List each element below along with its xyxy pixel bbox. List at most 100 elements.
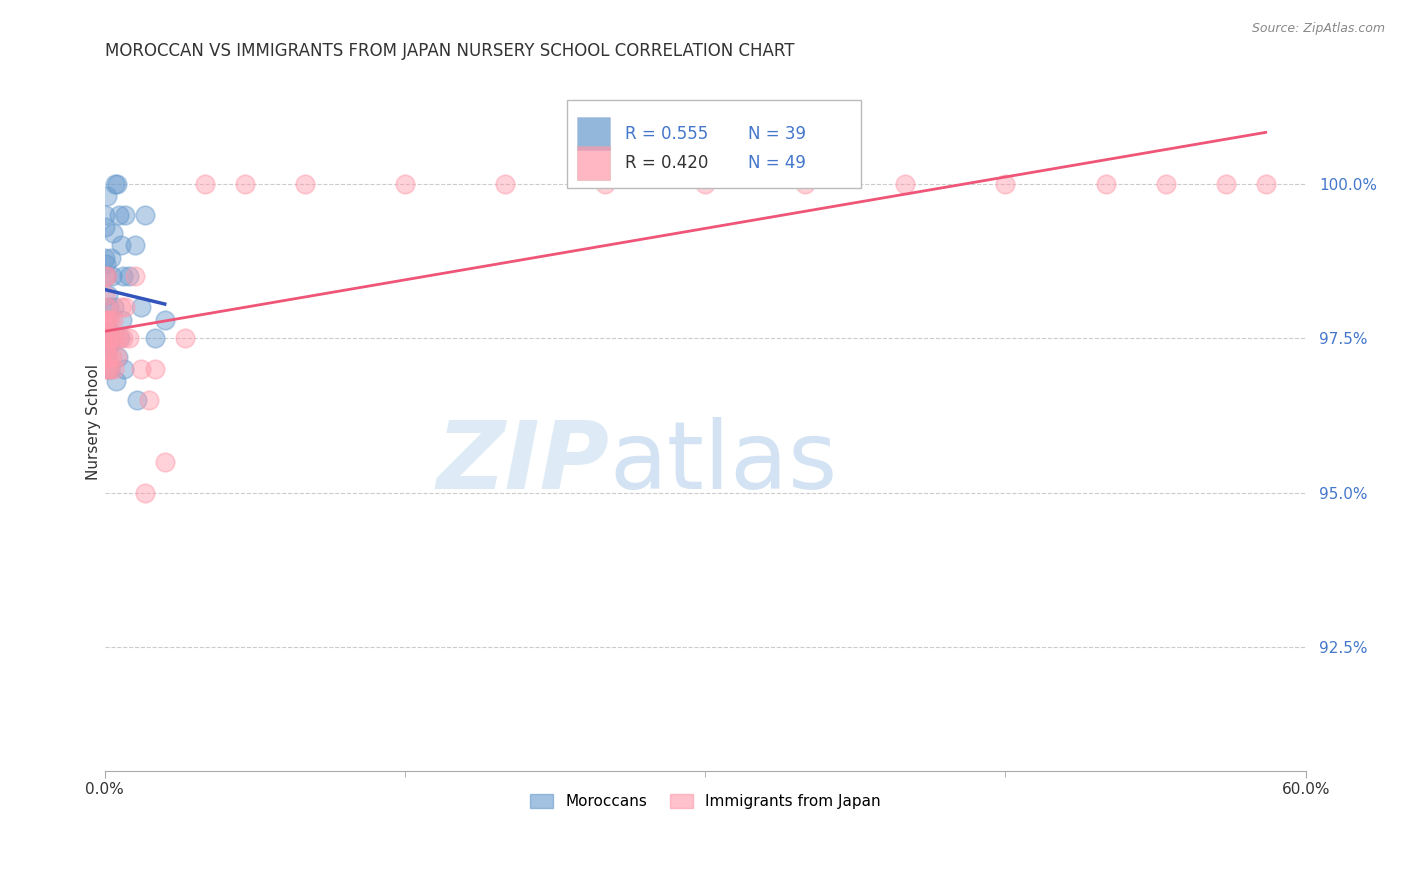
Point xyxy=(1254,177,1277,191)
Point xyxy=(1154,177,1177,191)
Point xyxy=(100,331,122,345)
Point xyxy=(294,177,316,191)
Point xyxy=(111,312,134,326)
Point xyxy=(98,325,121,339)
Point xyxy=(94,269,117,284)
Point xyxy=(96,350,118,364)
Point xyxy=(134,208,156,222)
Text: ZIP: ZIP xyxy=(436,417,609,509)
Point xyxy=(94,257,117,271)
Point xyxy=(108,331,131,345)
Point xyxy=(96,189,118,203)
Point xyxy=(894,177,917,191)
Point xyxy=(153,455,176,469)
Point xyxy=(143,362,166,376)
Point xyxy=(138,392,160,407)
Point xyxy=(94,219,117,234)
Point xyxy=(112,362,135,376)
Legend: Moroccans, Immigrants from Japan: Moroccans, Immigrants from Japan xyxy=(524,789,887,815)
Point xyxy=(124,238,146,252)
Point xyxy=(114,208,136,222)
Point xyxy=(94,251,117,265)
Point xyxy=(97,300,120,314)
Point xyxy=(107,331,129,345)
Point xyxy=(94,208,117,222)
Text: Source: ZipAtlas.com: Source: ZipAtlas.com xyxy=(1251,22,1385,36)
Text: atlas: atlas xyxy=(609,417,838,509)
Point xyxy=(94,269,117,284)
Point xyxy=(94,300,117,314)
Point xyxy=(111,331,134,345)
Point xyxy=(105,350,128,364)
Point xyxy=(94,288,117,302)
Point xyxy=(101,226,124,240)
Text: N = 49: N = 49 xyxy=(748,154,806,172)
Point xyxy=(134,485,156,500)
Point xyxy=(100,350,122,364)
Point xyxy=(1094,177,1116,191)
Point xyxy=(153,312,176,326)
Point xyxy=(96,312,118,326)
Point xyxy=(98,312,121,326)
Point xyxy=(96,312,118,326)
Point xyxy=(107,208,129,222)
Point xyxy=(129,300,152,314)
Point xyxy=(118,331,141,345)
Point xyxy=(100,251,122,265)
Point xyxy=(100,269,122,284)
Point xyxy=(97,362,120,376)
Text: R = 0.420: R = 0.420 xyxy=(624,154,709,172)
Point xyxy=(143,331,166,345)
Point xyxy=(98,350,121,364)
Point xyxy=(97,288,120,302)
FancyBboxPatch shape xyxy=(576,117,610,150)
Point xyxy=(107,350,129,364)
Point xyxy=(105,177,128,191)
Point xyxy=(103,300,125,314)
Point xyxy=(124,269,146,284)
Point xyxy=(103,362,125,376)
Point xyxy=(104,331,127,345)
FancyBboxPatch shape xyxy=(567,101,862,187)
Point xyxy=(129,362,152,376)
Point xyxy=(994,177,1017,191)
Point xyxy=(96,331,118,345)
Point xyxy=(593,177,616,191)
Point xyxy=(96,343,118,358)
FancyBboxPatch shape xyxy=(576,146,610,180)
Point xyxy=(233,177,256,191)
Point xyxy=(794,177,817,191)
Point xyxy=(104,177,127,191)
Point xyxy=(97,331,120,345)
Point xyxy=(111,269,134,284)
Point xyxy=(110,238,132,252)
Point xyxy=(194,177,217,191)
Text: N = 39: N = 39 xyxy=(748,125,807,143)
Point xyxy=(695,177,717,191)
Point xyxy=(94,312,117,326)
Point xyxy=(125,392,148,407)
Point xyxy=(173,331,195,345)
Point xyxy=(97,362,120,376)
Point xyxy=(98,337,121,351)
Point xyxy=(104,375,127,389)
Point xyxy=(114,300,136,314)
Point xyxy=(1215,177,1237,191)
Point xyxy=(96,350,118,364)
Text: R = 0.555: R = 0.555 xyxy=(624,125,709,143)
Point xyxy=(98,362,121,376)
Point xyxy=(394,177,416,191)
Point xyxy=(98,362,121,376)
Point xyxy=(110,300,132,314)
Point xyxy=(101,312,124,326)
Point xyxy=(96,362,118,376)
Y-axis label: Nursery School: Nursery School xyxy=(86,364,101,480)
Point xyxy=(94,331,117,345)
Point xyxy=(96,269,118,284)
Point xyxy=(96,331,118,345)
Point xyxy=(94,331,117,345)
Point xyxy=(97,312,120,326)
Text: MOROCCAN VS IMMIGRANTS FROM JAPAN NURSERY SCHOOL CORRELATION CHART: MOROCCAN VS IMMIGRANTS FROM JAPAN NURSER… xyxy=(104,42,794,60)
Point xyxy=(494,177,516,191)
Point xyxy=(94,343,117,358)
